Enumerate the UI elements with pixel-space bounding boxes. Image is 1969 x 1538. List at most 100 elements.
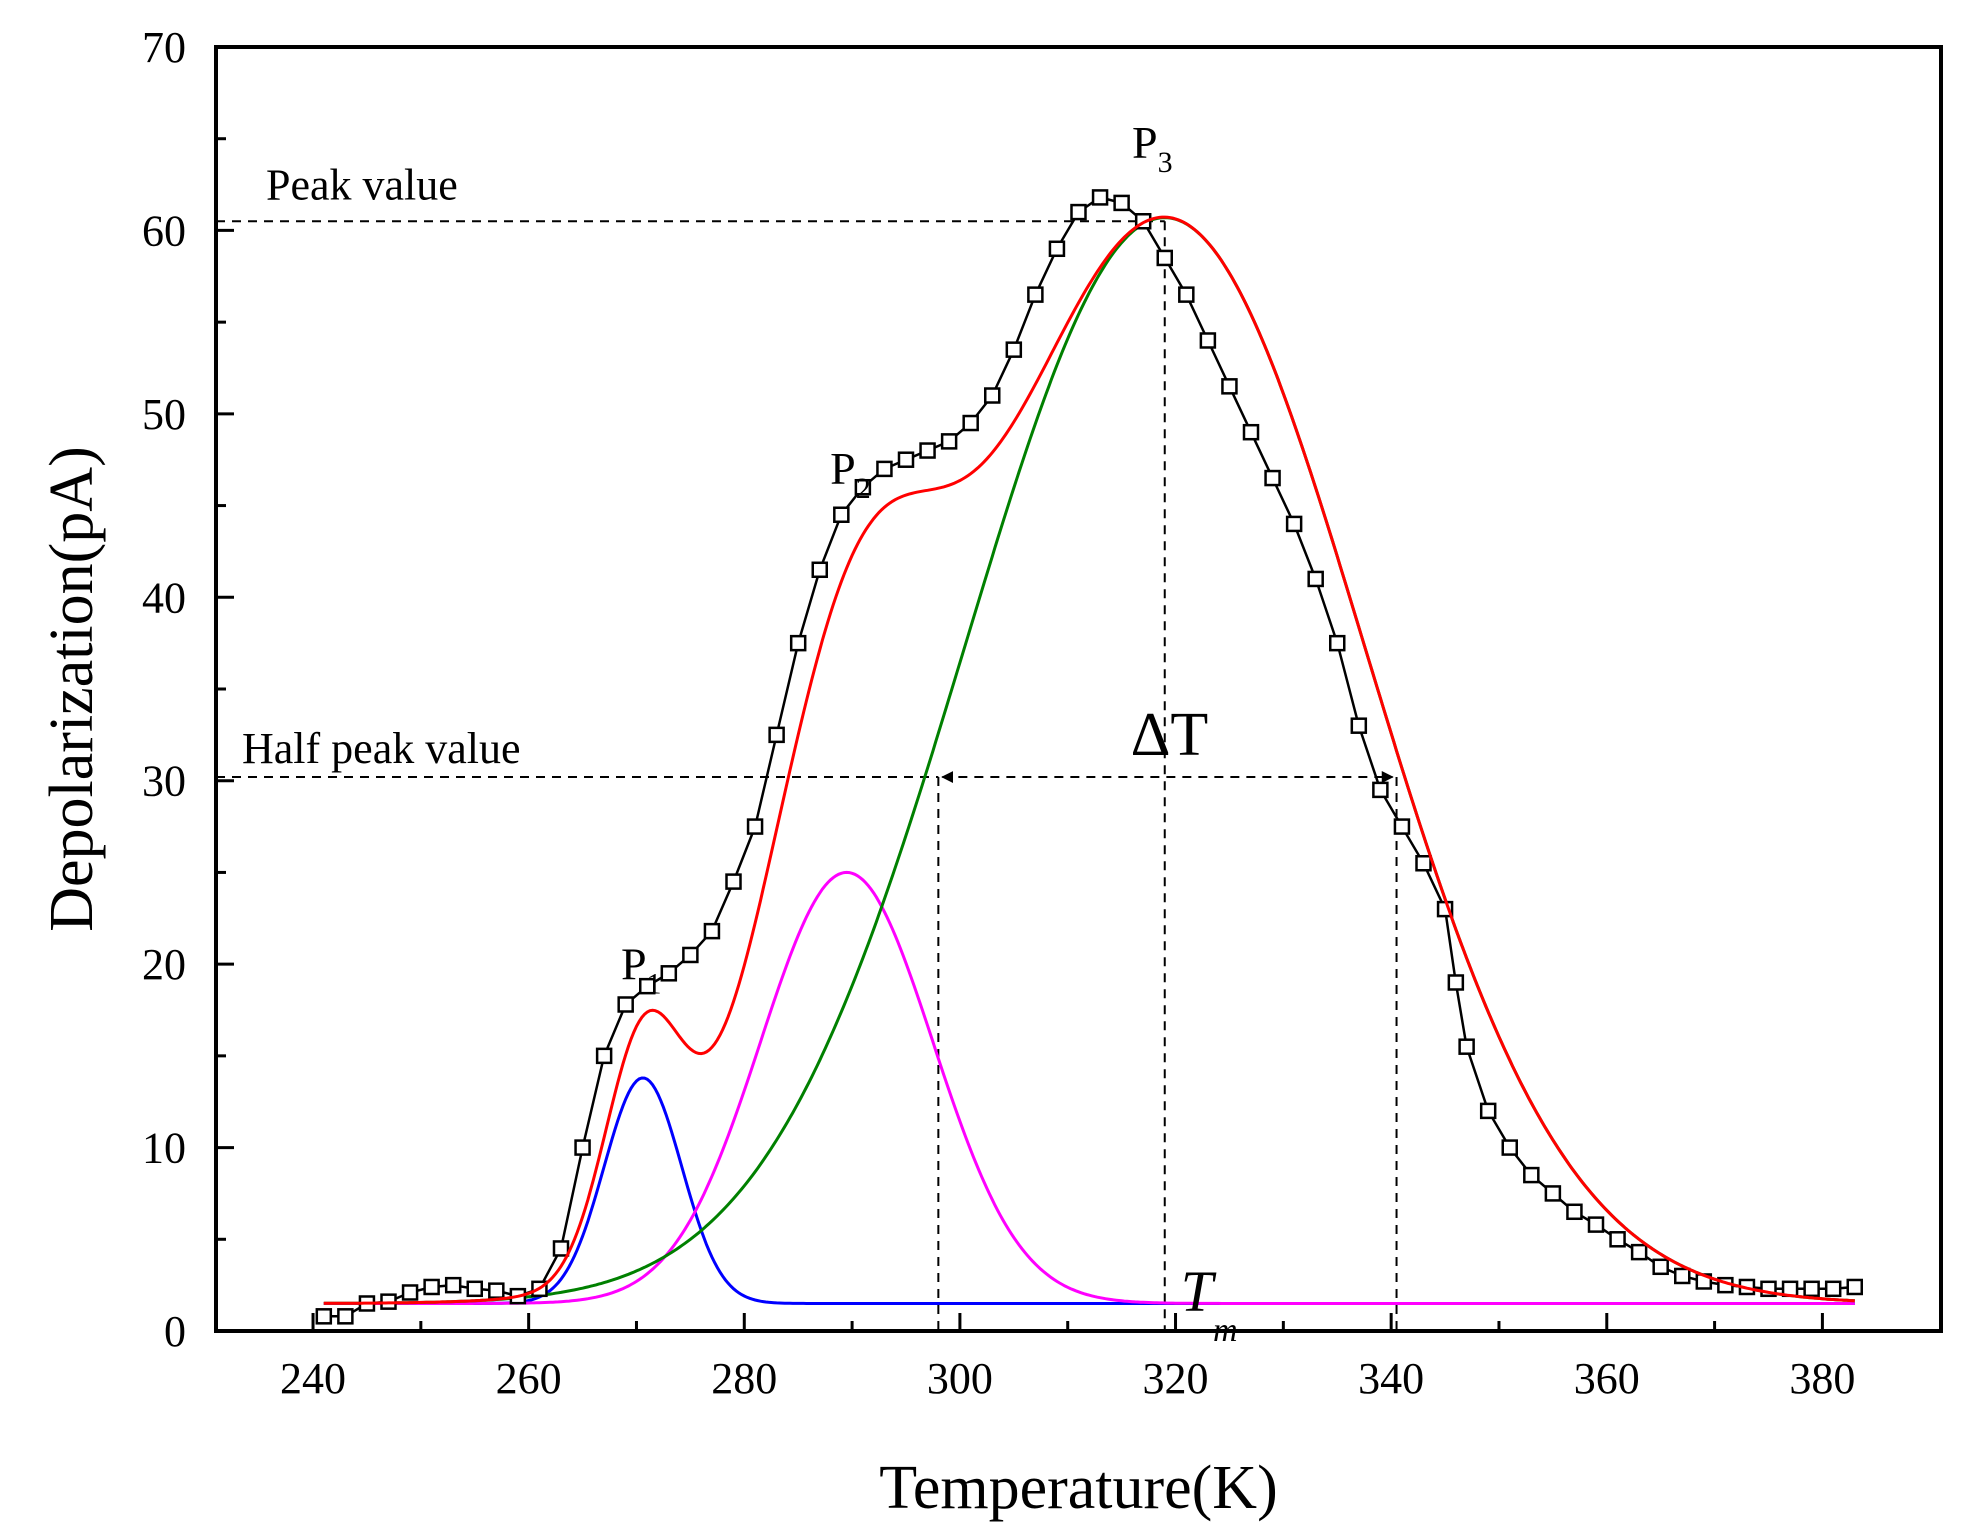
data-point xyxy=(725,873,742,890)
data-point xyxy=(1544,1185,1562,1202)
x-tick-label: 380 xyxy=(1789,1354,1855,1403)
data-point xyxy=(1501,1139,1518,1156)
data-point xyxy=(811,561,828,579)
x-tick-label: 300 xyxy=(927,1354,993,1403)
data-point xyxy=(1415,855,1432,872)
plot-frame xyxy=(214,45,1943,1333)
data-point xyxy=(984,387,1001,404)
y-tick-label: 20 xyxy=(142,940,186,989)
data-point xyxy=(919,442,936,459)
data-point xyxy=(574,1139,591,1156)
x-axis-ticks: 240 260 280 300 320 340 360 380 xyxy=(280,1313,1855,1403)
x-tick-label: 260 xyxy=(496,1354,562,1403)
data-point xyxy=(1630,1243,1648,1261)
data-point xyxy=(789,634,807,652)
y-tick-label: 40 xyxy=(142,573,186,622)
y-tick-label: 50 xyxy=(142,390,186,439)
peak-label-p3-subscript: 3 xyxy=(1158,146,1173,179)
data-point xyxy=(1566,1203,1583,1221)
data-point xyxy=(337,1308,354,1325)
data-point xyxy=(1178,286,1195,303)
guide-lines xyxy=(216,220,1398,1331)
peak-label-p1-main: P xyxy=(621,938,647,989)
x-tick-label: 320 xyxy=(1143,1354,1209,1403)
y-axis-ticks: 0 10 20 30 40 50 60 70 xyxy=(142,23,234,1356)
tm-label: Tm xyxy=(1181,1259,1238,1349)
data-point xyxy=(1048,240,1066,258)
data-point xyxy=(1113,194,1130,212)
x-tick-label: 360 xyxy=(1574,1354,1640,1403)
x-tick-label: 340 xyxy=(1358,1354,1424,1403)
p1-component-curve xyxy=(323,1076,1855,1305)
p3-component-curve xyxy=(323,216,1855,1305)
data-point xyxy=(660,965,678,982)
data-point xyxy=(746,818,764,835)
data-point xyxy=(1372,781,1389,799)
data-point xyxy=(1846,1278,1863,1296)
data-point xyxy=(1803,1280,1820,1298)
measured-data xyxy=(315,189,1863,1325)
delta-t-label: ΔT xyxy=(1131,701,1209,769)
data-point xyxy=(1264,469,1281,487)
data-point xyxy=(1458,1038,1475,1055)
data-point xyxy=(1221,378,1238,395)
data-point xyxy=(1091,189,1109,206)
data-point xyxy=(552,1240,570,1257)
half-peak-value-label: Half peak value xyxy=(242,724,521,773)
peak-value-label: Peak value xyxy=(266,160,458,209)
data-point xyxy=(1652,1258,1669,1276)
measured-data-line xyxy=(323,196,1855,1318)
data-point xyxy=(1070,203,1087,221)
data-point xyxy=(703,922,721,940)
data-point xyxy=(1674,1267,1691,1285)
peak-label-p1-subscript: 1 xyxy=(647,967,662,1000)
data-point xyxy=(833,506,850,523)
p2-component-curve xyxy=(323,870,1855,1305)
data-point xyxy=(1479,1102,1497,1120)
data-point xyxy=(1350,717,1368,734)
data-point xyxy=(897,451,915,468)
tm-label-main: T xyxy=(1181,1259,1217,1324)
peak-label-p3-main: P xyxy=(1132,117,1158,168)
annotations: Peak value Half peak value ΔT Tm P1 P2 P… xyxy=(242,117,1238,1349)
data-point xyxy=(962,414,979,432)
peak-label-p2-subscript: 2 xyxy=(856,472,871,505)
data-point xyxy=(1824,1280,1842,1298)
tm-label-subscript: m xyxy=(1213,1312,1238,1349)
data-point xyxy=(1523,1166,1540,1184)
data-point xyxy=(1447,974,1465,991)
data-point xyxy=(1199,332,1217,349)
peak-label-p3: P3 xyxy=(1132,117,1173,179)
data-point xyxy=(401,1284,419,1301)
data-point xyxy=(488,1282,505,1299)
y-tick-label: 10 xyxy=(142,1124,186,1173)
data-point xyxy=(682,946,699,964)
x-tick-label: 240 xyxy=(280,1354,346,1403)
data-point xyxy=(1587,1216,1605,1233)
data-point xyxy=(1329,634,1346,652)
data-point xyxy=(1027,286,1044,303)
data-point xyxy=(1242,423,1260,441)
data-point xyxy=(639,977,656,995)
cumulative-fit-curve xyxy=(323,215,1855,1305)
data-point xyxy=(1005,341,1023,358)
data-point xyxy=(876,460,893,478)
data-point xyxy=(617,996,634,1013)
data-point xyxy=(1285,515,1303,533)
fit-curves xyxy=(323,216,1855,1305)
data-point xyxy=(444,1276,462,1294)
data-point xyxy=(466,1280,483,1298)
y-tick-label: 0 xyxy=(164,1307,186,1356)
data-point xyxy=(1393,818,1411,835)
peak-label-p2-main: P xyxy=(830,443,856,494)
data-point xyxy=(315,1308,333,1325)
x-axis-title: Temperature(K) xyxy=(879,1454,1277,1522)
x-tick-label: 280 xyxy=(711,1354,777,1403)
data-point xyxy=(595,1047,613,1065)
data-point xyxy=(1307,570,1324,588)
data-point xyxy=(854,478,872,496)
data-point xyxy=(423,1278,440,1296)
y-tick-label: 60 xyxy=(142,206,186,255)
y-axis-title: Depolarization(pA) xyxy=(38,446,106,931)
